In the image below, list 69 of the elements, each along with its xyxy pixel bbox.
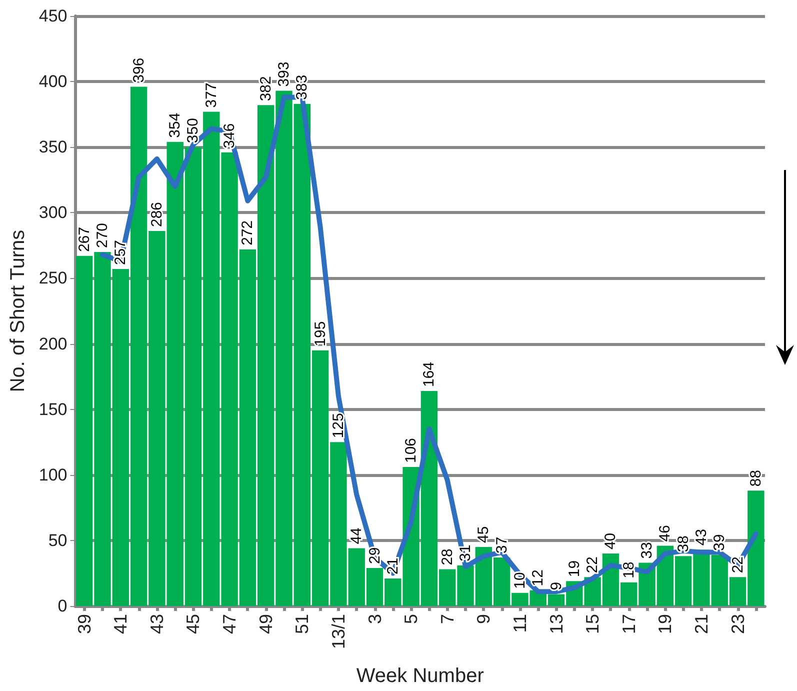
data-label: 19 — [566, 560, 583, 578]
x-tick-label: 9 — [474, 614, 494, 624]
data-label: 393 — [276, 62, 292, 87]
data-label: 383 — [294, 74, 311, 100]
data-label: 125 — [330, 413, 347, 438]
x-tick-label: 45 — [183, 614, 204, 634]
y-tick-label: 50 — [48, 530, 68, 550]
x-tick-label: 23 — [728, 614, 748, 634]
y-tick-label: 400 — [38, 72, 68, 92]
data-label: 106 — [402, 438, 420, 464]
data-label: 267 — [76, 226, 93, 252]
data-label: 350 — [184, 118, 202, 144]
x-tick-label: 15 — [582, 614, 603, 634]
y-tick-label: 250 — [38, 268, 68, 288]
data-label: 39 — [711, 534, 728, 551]
data-label: 354 — [166, 112, 184, 138]
x-tick-label: 51 — [292, 614, 312, 634]
x-tick-label: 7 — [437, 614, 458, 624]
data-label: 272 — [239, 220, 256, 246]
y-tick-label: 100 — [38, 465, 68, 484]
y-tick-label: 350 — [38, 138, 68, 157]
data-label: 10 — [511, 572, 528, 589]
data-label: 40 — [602, 532, 620, 550]
data-label: 88 — [747, 470, 764, 487]
x-tick-label: 13 — [546, 614, 566, 634]
data-label: 346 — [221, 123, 238, 148]
y-tick-label: 200 — [38, 334, 68, 354]
data-label: 37 — [493, 536, 510, 554]
data-label: 9 — [548, 582, 565, 590]
data-label: 18 — [620, 562, 638, 578]
x-tick-label: 11 — [510, 614, 530, 633]
data-label: 195 — [312, 321, 329, 346]
data-label: 382 — [257, 76, 274, 102]
x-tick-label: 3 — [364, 614, 385, 624]
x-tick-label: 17 — [618, 614, 639, 634]
data-label: 33 — [638, 542, 656, 559]
data-label: 29 — [366, 547, 384, 564]
x-tick-label: 21 — [691, 614, 712, 634]
data-label: 22 — [729, 556, 746, 574]
data-label: 46 — [656, 525, 674, 542]
x-tick-label: 41 — [110, 614, 131, 634]
data-label: 257 — [112, 240, 130, 266]
data-label: 44 — [348, 528, 366, 544]
data-label: 28 — [438, 548, 456, 566]
y-tick-label: 0 — [58, 596, 68, 616]
data-label: 286 — [148, 202, 166, 228]
x-tick-label: 39 — [74, 614, 94, 634]
y-tick-label: 450 — [38, 6, 68, 26]
y-tick-label: 300 — [38, 203, 68, 222]
data-label: 396 — [130, 58, 148, 83]
data-label: 21 — [384, 558, 402, 574]
x-tick-label: 49 — [256, 614, 276, 634]
y-tick-label: 150 — [38, 400, 68, 419]
data-label: 31 — [457, 544, 474, 562]
data-label: 22 — [584, 556, 602, 574]
x-tick-label: 43 — [146, 614, 167, 634]
x-axis-title: Week Number — [356, 665, 484, 687]
data-label: 164 — [420, 362, 438, 387]
x-tick-label: 5 — [401, 614, 422, 624]
x-tick-label: 19 — [655, 614, 676, 634]
x-tick-label: 47 — [220, 614, 240, 634]
y-axis-title: No. of Short Turns — [7, 230, 29, 392]
data-label: 12 — [530, 570, 547, 586]
data-label: 377 — [202, 82, 220, 108]
data-label: 270 — [94, 222, 111, 248]
data-label: 38 — [674, 535, 692, 552]
data-label: 43 — [692, 528, 710, 546]
data-label: 45 — [475, 526, 492, 543]
x-tick-label: 13/1 — [328, 614, 348, 650]
